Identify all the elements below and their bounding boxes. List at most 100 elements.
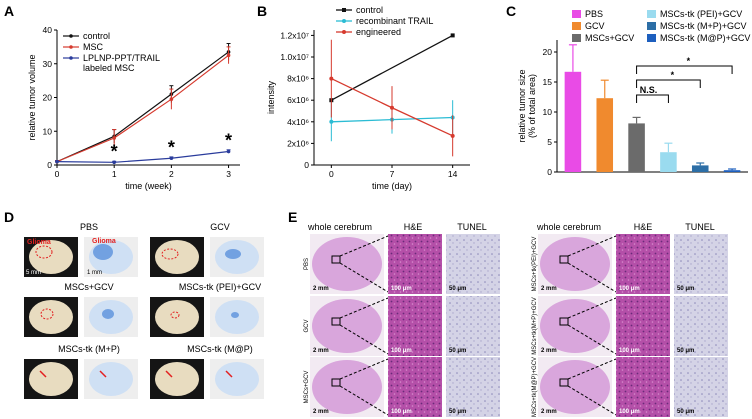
brain-photo-mscs-gcv <box>29 300 73 334</box>
data-point-a <box>55 159 59 164</box>
cerebrum-section-e <box>312 299 382 353</box>
legend-marker-b <box>342 8 346 12</box>
y-tick-label-a: 30 <box>43 59 53 69</box>
panel-d-label-mscs-gcv: MSCs+GCV <box>64 282 113 292</box>
y-tick-label-c: 5 <box>547 137 552 147</box>
y-tick-label-b: 0 <box>304 160 309 170</box>
x-tick-label-a: 1 <box>112 169 117 179</box>
legend-label-a: LPLNP-PPT/TRAIL <box>83 53 160 63</box>
y-tick-label-a: 10 <box>43 126 53 136</box>
legend-label-a: control <box>83 31 110 41</box>
row-label-e: GCV <box>304 319 310 332</box>
significance-bracket-c <box>636 94 669 103</box>
bar-c <box>723 170 741 172</box>
panel-letter-e: E <box>288 209 297 225</box>
scale-50um-e: 50 μm <box>677 286 694 292</box>
zoom-line-e <box>567 324 617 355</box>
zoom-line-e <box>339 297 389 319</box>
zoom-line-e <box>567 297 617 319</box>
cerebrum-section-e <box>540 360 610 414</box>
tunel-image-e <box>674 296 728 356</box>
zoom-line-e <box>567 385 617 416</box>
legend-label-c: PBS <box>585 9 603 19</box>
y-axis-label-a: relative tumor volume <box>27 54 37 140</box>
significance-star-a: * <box>225 131 232 151</box>
cerebrum-section-e <box>540 299 610 353</box>
bar-c <box>660 152 677 172</box>
series-line-a-2 <box>56 150 229 163</box>
y-axis-label-b: intensity <box>266 80 276 114</box>
y-tick-label-c: 20 <box>543 47 553 57</box>
data-point-a <box>169 156 174 161</box>
tunel-image-e <box>446 234 500 294</box>
legend-label-a-cont: labeled MSC <box>83 63 135 73</box>
bar-c <box>628 123 645 172</box>
significance-label-c: * <box>687 56 691 66</box>
zoom-box-e <box>331 255 341 264</box>
data-point-b <box>390 105 394 110</box>
legend-swatch-c <box>647 10 656 18</box>
legend-label-b: recombinant TRAIL <box>356 16 433 26</box>
col-header-he-1: H&E <box>404 222 423 232</box>
scale-100um-e: 100 μm <box>619 409 640 415</box>
scale-50um-e: 50 μm <box>449 286 466 292</box>
significance-label-c: * <box>671 70 675 80</box>
y-axis-label-c-2: (% of total area) <box>527 74 537 138</box>
zoom-line-e <box>567 358 617 380</box>
y-tick-label-c: 0 <box>547 167 552 177</box>
glioma-outline-mscs-gcv <box>40 308 54 320</box>
panel-d-label-pei: MSCs-tk (PEI)+GCV <box>179 282 261 292</box>
legend-label-c: MSCs-tk (PEI)+GCV <box>660 9 742 19</box>
data-point-a <box>112 136 116 140</box>
brain-photo-mp <box>29 362 73 396</box>
arrow-mp-section <box>99 370 107 378</box>
y-tick-label-b: 6x10⁶ <box>287 95 309 105</box>
panel-d-label-pbs: PBS <box>80 222 98 232</box>
scale-100um-e: 100 μm <box>391 348 412 354</box>
he-image-e <box>616 234 670 294</box>
y-tick-label-b: 4x10⁶ <box>287 117 309 127</box>
scale-2mm-e: 2 mm <box>541 409 557 415</box>
panel-letter-a: A <box>4 3 14 19</box>
he-image-e <box>616 296 670 356</box>
scale-50um-e: 50 μm <box>449 409 466 415</box>
legend-label-c: GCV <box>585 21 605 31</box>
y-tick-label-b: 1.2x10⁷ <box>280 30 309 40</box>
legend-label-b: engineered <box>356 27 401 37</box>
zoom-line-e <box>339 235 389 257</box>
legend-swatch-c <box>572 34 581 42</box>
bar-c <box>564 71 582 172</box>
legend-label-a: MSC <box>83 42 104 52</box>
x-tick-label-b: 0 <box>329 169 334 179</box>
panel-b-line-chart: 0 2x10⁶ 4x10⁶ 6x10⁶ 8x10⁶ 1.0x10⁷ 1.2x10⁷ 0 7 14 t… <box>266 5 470 191</box>
legend-marker-a <box>69 45 73 49</box>
series-line-b-0 <box>331 34 453 101</box>
brain-photo-pbs <box>29 240 73 274</box>
y-tick-label-a: 20 <box>43 93 53 103</box>
he-image-e <box>616 357 670 417</box>
zoom-line-e <box>339 385 389 416</box>
tunel-image-e <box>446 357 500 417</box>
panel-e-histology: whole cerebrum H&E TUNEL whole cerebrum … <box>304 222 728 417</box>
legend-swatch-c <box>572 10 581 18</box>
row-label-e: MSCs+GCV <box>304 371 310 404</box>
x-axis-label-b: time (day) <box>372 181 412 191</box>
row-label-e: MSCs+tk(M@P)+GCV <box>532 357 538 417</box>
panel-a-line-chart: 0 10 20 30 40 0 1 2 3 time (week) relative tumor v… <box>27 25 240 191</box>
y-tick-label-c: 10 <box>543 107 553 117</box>
legend-swatch-c <box>647 22 656 30</box>
x-axis-label-a: time (week) <box>125 181 172 191</box>
x-tick-label-b: 14 <box>448 169 458 179</box>
tumor-region-mscs-gcv <box>102 309 114 319</box>
data-point-b <box>329 119 334 124</box>
x-tick-label-a: 3 <box>226 169 231 179</box>
brain-photo-gcv <box>155 240 199 274</box>
zoom-line-e <box>339 324 389 355</box>
brain-section-mp <box>89 362 133 396</box>
data-point-b <box>450 133 455 138</box>
significance-star-a: * <box>168 137 175 157</box>
x-tick-label-a: 2 <box>169 169 174 179</box>
zoom-line-e <box>339 262 389 293</box>
cerebrum-section-e <box>540 237 610 291</box>
glioma-outline-pei <box>170 311 180 319</box>
